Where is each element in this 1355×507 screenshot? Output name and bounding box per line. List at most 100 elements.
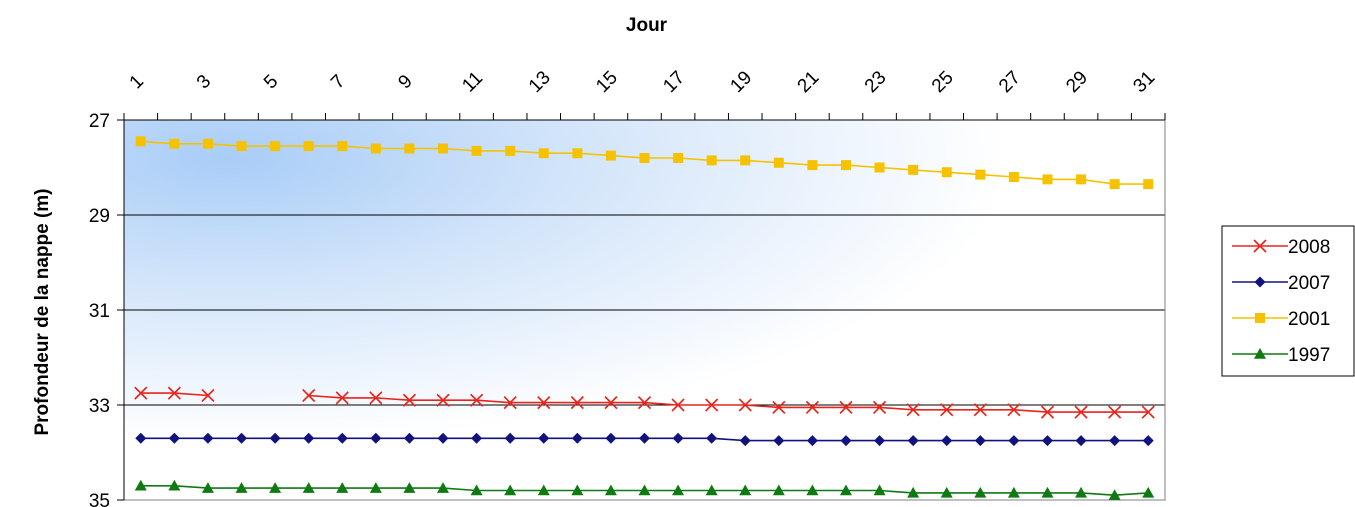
data-point xyxy=(1007,403,1021,417)
data-point xyxy=(572,148,583,159)
data-point xyxy=(639,432,650,444)
data-point xyxy=(672,432,684,444)
data-point xyxy=(604,484,617,496)
data-point xyxy=(438,143,449,154)
x-tick-label: 25 xyxy=(928,67,958,97)
x-tick-label: 23 xyxy=(861,67,891,97)
data-point xyxy=(975,169,986,180)
data-point xyxy=(872,400,887,414)
data-point xyxy=(1041,435,1053,447)
data-point xyxy=(370,432,382,444)
data-point xyxy=(236,141,247,152)
x-tick-label: 17 xyxy=(659,67,689,97)
x-tick-label: 21 xyxy=(794,67,824,97)
data-point xyxy=(167,386,181,400)
data-point xyxy=(235,482,248,493)
data-point xyxy=(839,400,853,414)
x-tick-label: 5 xyxy=(260,71,282,93)
data-point xyxy=(705,484,718,496)
data-point xyxy=(470,393,484,407)
data-point xyxy=(537,396,551,410)
data-point xyxy=(270,141,281,152)
data-point xyxy=(303,141,314,152)
data-point xyxy=(538,432,550,444)
x-tick-label: 11 xyxy=(458,68,487,97)
data-point xyxy=(537,484,550,496)
x-axis-title: Jour xyxy=(626,15,668,36)
legend-item-2001: 2001 xyxy=(1232,309,1330,330)
data-point xyxy=(772,400,786,414)
data-point xyxy=(940,486,953,498)
y-tick-label: 29 xyxy=(89,206,110,227)
data-point xyxy=(706,432,718,444)
data-point xyxy=(336,482,349,493)
x-tick-label: 1 xyxy=(126,71,148,93)
data-point xyxy=(840,435,852,447)
data-point xyxy=(1109,435,1121,447)
data-point xyxy=(135,432,147,444)
data-point xyxy=(370,143,381,154)
data-point xyxy=(1142,486,1155,498)
data-point xyxy=(269,482,282,493)
legend-item-2007: 2007 xyxy=(1232,273,1330,294)
y-tick-label: 35 xyxy=(89,491,110,507)
data-point xyxy=(404,143,415,154)
data-point xyxy=(134,479,147,491)
x-tick-label: 29 xyxy=(1062,67,1092,97)
data-point xyxy=(503,396,517,410)
legend-item-2008: 2008 xyxy=(1232,237,1330,258)
data-point xyxy=(202,138,213,149)
data-point xyxy=(840,160,851,171)
data-point xyxy=(672,484,685,496)
data-point xyxy=(1076,174,1087,185)
data-point xyxy=(1041,486,1054,498)
series-2008 xyxy=(134,386,1155,419)
data-point xyxy=(638,484,651,496)
data-point xyxy=(941,167,952,178)
data-point xyxy=(773,435,785,447)
data-point xyxy=(303,432,315,444)
data-point xyxy=(1141,405,1155,419)
data-point xyxy=(168,432,180,444)
data-point xyxy=(302,388,316,403)
data-point xyxy=(201,482,214,493)
data-point xyxy=(940,403,954,417)
data-point xyxy=(470,484,483,496)
data-point xyxy=(135,136,146,147)
data-point xyxy=(1040,405,1055,419)
data-point xyxy=(1253,239,1267,253)
data-point xyxy=(604,396,618,410)
data-point xyxy=(504,432,516,444)
data-point xyxy=(538,148,549,159)
data-point xyxy=(873,484,886,496)
data-point xyxy=(269,432,281,444)
x-tick-label: 15 xyxy=(592,67,622,97)
data-point xyxy=(1008,172,1019,182)
data-point xyxy=(437,482,450,493)
data-point xyxy=(1007,486,1020,498)
data-point xyxy=(1108,489,1121,501)
data-point xyxy=(907,486,920,498)
data-point xyxy=(907,435,919,447)
data-point xyxy=(335,391,349,405)
series-group xyxy=(134,136,1155,501)
data-point xyxy=(369,391,383,405)
data-point xyxy=(773,157,784,168)
data-point xyxy=(504,484,517,496)
legend-label: 2001 xyxy=(1288,309,1330,330)
data-point xyxy=(168,479,181,491)
data-point xyxy=(1255,313,1265,323)
data-point xyxy=(402,393,417,407)
data-point xyxy=(740,155,751,166)
x-tick-label: 27 xyxy=(995,67,1025,97)
data-point xyxy=(1108,405,1122,419)
data-point xyxy=(201,388,215,403)
data-point xyxy=(738,398,752,412)
data-point xyxy=(739,435,751,447)
data-point xyxy=(973,403,987,417)
data-point xyxy=(605,432,617,444)
series-2007 xyxy=(135,432,1154,447)
data-point xyxy=(571,432,583,444)
data-point xyxy=(805,400,819,414)
x-tick-label: 19 xyxy=(726,67,756,97)
